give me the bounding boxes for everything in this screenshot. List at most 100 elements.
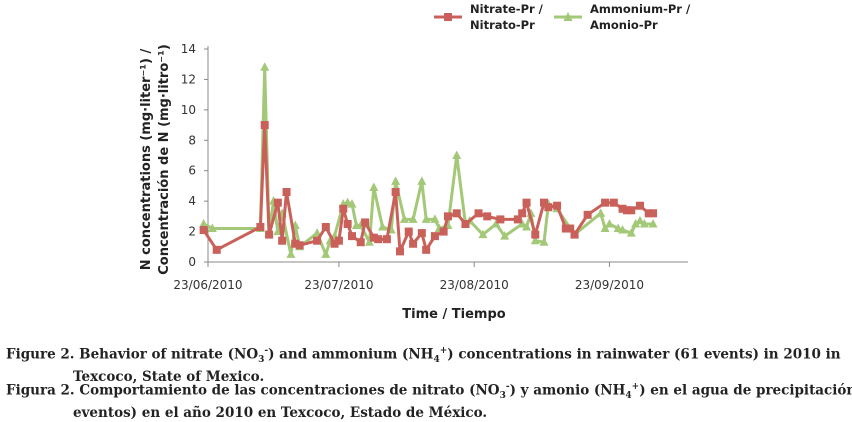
nitrate-point [321, 223, 330, 232]
ammonium-point [378, 222, 388, 231]
caption-es-sub: 4 [625, 391, 632, 402]
nitrate-point [382, 235, 391, 244]
y-axis-title-line2: Concentración de N (mg·litro⁻¹) [157, 44, 172, 275]
nitrate-point [273, 198, 282, 207]
nitrate-point [636, 201, 644, 210]
ammonium-point [478, 229, 488, 239]
caption-es-text: Figura 2. Comportamiento de las concentr… [6, 382, 500, 399]
nitrate-point [439, 227, 448, 236]
ammonium-point [639, 218, 649, 228]
ammonium-point [417, 176, 427, 185]
ammonium-point [596, 208, 606, 217]
y-tick-label: 12 [181, 72, 196, 86]
ammonium-point [539, 237, 549, 246]
nitrate-point [256, 223, 265, 232]
nitrate-point [356, 238, 365, 247]
nitrate-point [583, 210, 592, 219]
nitrate-point [644, 209, 653, 218]
nitrate-point [553, 201, 562, 210]
ammonium-point [452, 150, 462, 159]
ammonium-point [399, 214, 409, 223]
ammonium-point [626, 228, 636, 237]
nitrate-point [609, 198, 618, 207]
nitrate-point [396, 247, 404, 256]
ammonium-point [517, 218, 527, 228]
nitrate-point [531, 230, 540, 239]
ammonium-point [199, 218, 209, 228]
nitrate-point [513, 215, 522, 224]
nitrate-point [601, 198, 610, 207]
ammonium-point [500, 231, 510, 240]
ammonium-point [600, 223, 610, 233]
legend-ammonium-marker [563, 12, 573, 21]
x-tick-label: 23/09/2010 [575, 278, 644, 292]
nitrate-point [369, 233, 378, 242]
nitrate-point [570, 230, 579, 239]
nitrate-point [417, 229, 426, 238]
ammonium-point [648, 218, 658, 228]
legend-ammonium-label-line1: Ammonium-Pr / [590, 2, 691, 16]
nitrate-point [544, 203, 553, 212]
legend-nitrate-label-line1: Nitrate-Pr / [470, 2, 544, 16]
ammonium-point [530, 235, 540, 245]
nitrate-point [483, 212, 492, 221]
caption-es-sup: + [631, 382, 640, 392]
y-tick-label: 0 [188, 255, 196, 269]
caption-english: Figure 2. Behavior of nitrate (NO3-) and… [6, 343, 841, 386]
caption-en-text: ) and ammonium (NH [268, 346, 434, 363]
nitrate-point [265, 230, 274, 239]
caption-en-text: Figure 2. Behavior of nitrate (NO [6, 346, 259, 363]
x-axis-title: Time / Tiempo [402, 307, 505, 322]
y-tick-label: 6 [188, 164, 196, 178]
nitrate-point [291, 239, 300, 248]
legend-nitrate-label-line2: Nitrato-Pr [470, 18, 535, 32]
caption-spanish: Figura 2. Comportamiento de las concentr… [6, 379, 852, 422]
nitrate-point [474, 209, 483, 218]
ammonium-point [408, 214, 418, 223]
y-tick-label: 10 [181, 103, 196, 117]
nitrate-point [649, 209, 658, 218]
nitrate-point [422, 245, 431, 254]
x-tick-label: 23/08/2010 [440, 278, 509, 292]
nitrate-point [361, 218, 370, 227]
caption-en-sup: - [264, 346, 269, 356]
nitrate-point [452, 209, 461, 218]
nitrate-point [622, 206, 631, 215]
nitrate-point [566, 224, 575, 233]
nitrate-point [522, 198, 531, 207]
nitrate-point [199, 226, 208, 235]
legend-ammonium-label-line2: Amonio-Pr [590, 18, 658, 32]
nitrate-point [391, 188, 400, 197]
nitrate-point [334, 236, 343, 245]
y-axis-title-line1: N concentrations (mg·liter⁻¹) / [139, 49, 154, 271]
nitrate-point [348, 232, 356, 241]
ammonium-point [430, 214, 440, 223]
ammonium-point [522, 222, 532, 231]
ammonium-point [321, 249, 331, 258]
caption-en-line2: Texcoco, State of Mexico. [73, 369, 265, 386]
caption-es-sup: - [505, 382, 510, 392]
y-tick-label: 8 [188, 133, 196, 147]
ammonium-point [347, 199, 357, 208]
nitrate-point [618, 204, 627, 213]
nitrate-point [330, 239, 339, 248]
nitrate-point [461, 219, 470, 228]
caption-es-line2: eventos) en el año 2010 en Texcoco, Esta… [73, 405, 488, 422]
nitrate-point [343, 219, 352, 228]
ammonium-point [618, 225, 628, 234]
x-tick-label: 23/06/2010 [173, 278, 242, 292]
ammonium-point [391, 176, 401, 185]
legend-nitrate-marker [444, 13, 452, 21]
chart-canvas: 0 2 4 6 8 10 12 14 23/06/2010 23/07/2010 23/08/201… [139, 2, 691, 322]
nitrate-point [260, 121, 269, 130]
ammonium-point [286, 249, 296, 258]
x-tick-label: 23/07/2010 [304, 278, 373, 292]
ammonium-point [631, 218, 641, 228]
nitrate-point [518, 209, 527, 218]
caption-en-text: ) concentrations in rainwater (61 events… [447, 346, 841, 363]
y-tick-label: 2 [188, 225, 196, 239]
nitrate-point [496, 215, 505, 224]
nitrate-point [540, 198, 548, 207]
nitrate-point [409, 239, 418, 248]
caption-en-sub: 4 [433, 355, 440, 366]
